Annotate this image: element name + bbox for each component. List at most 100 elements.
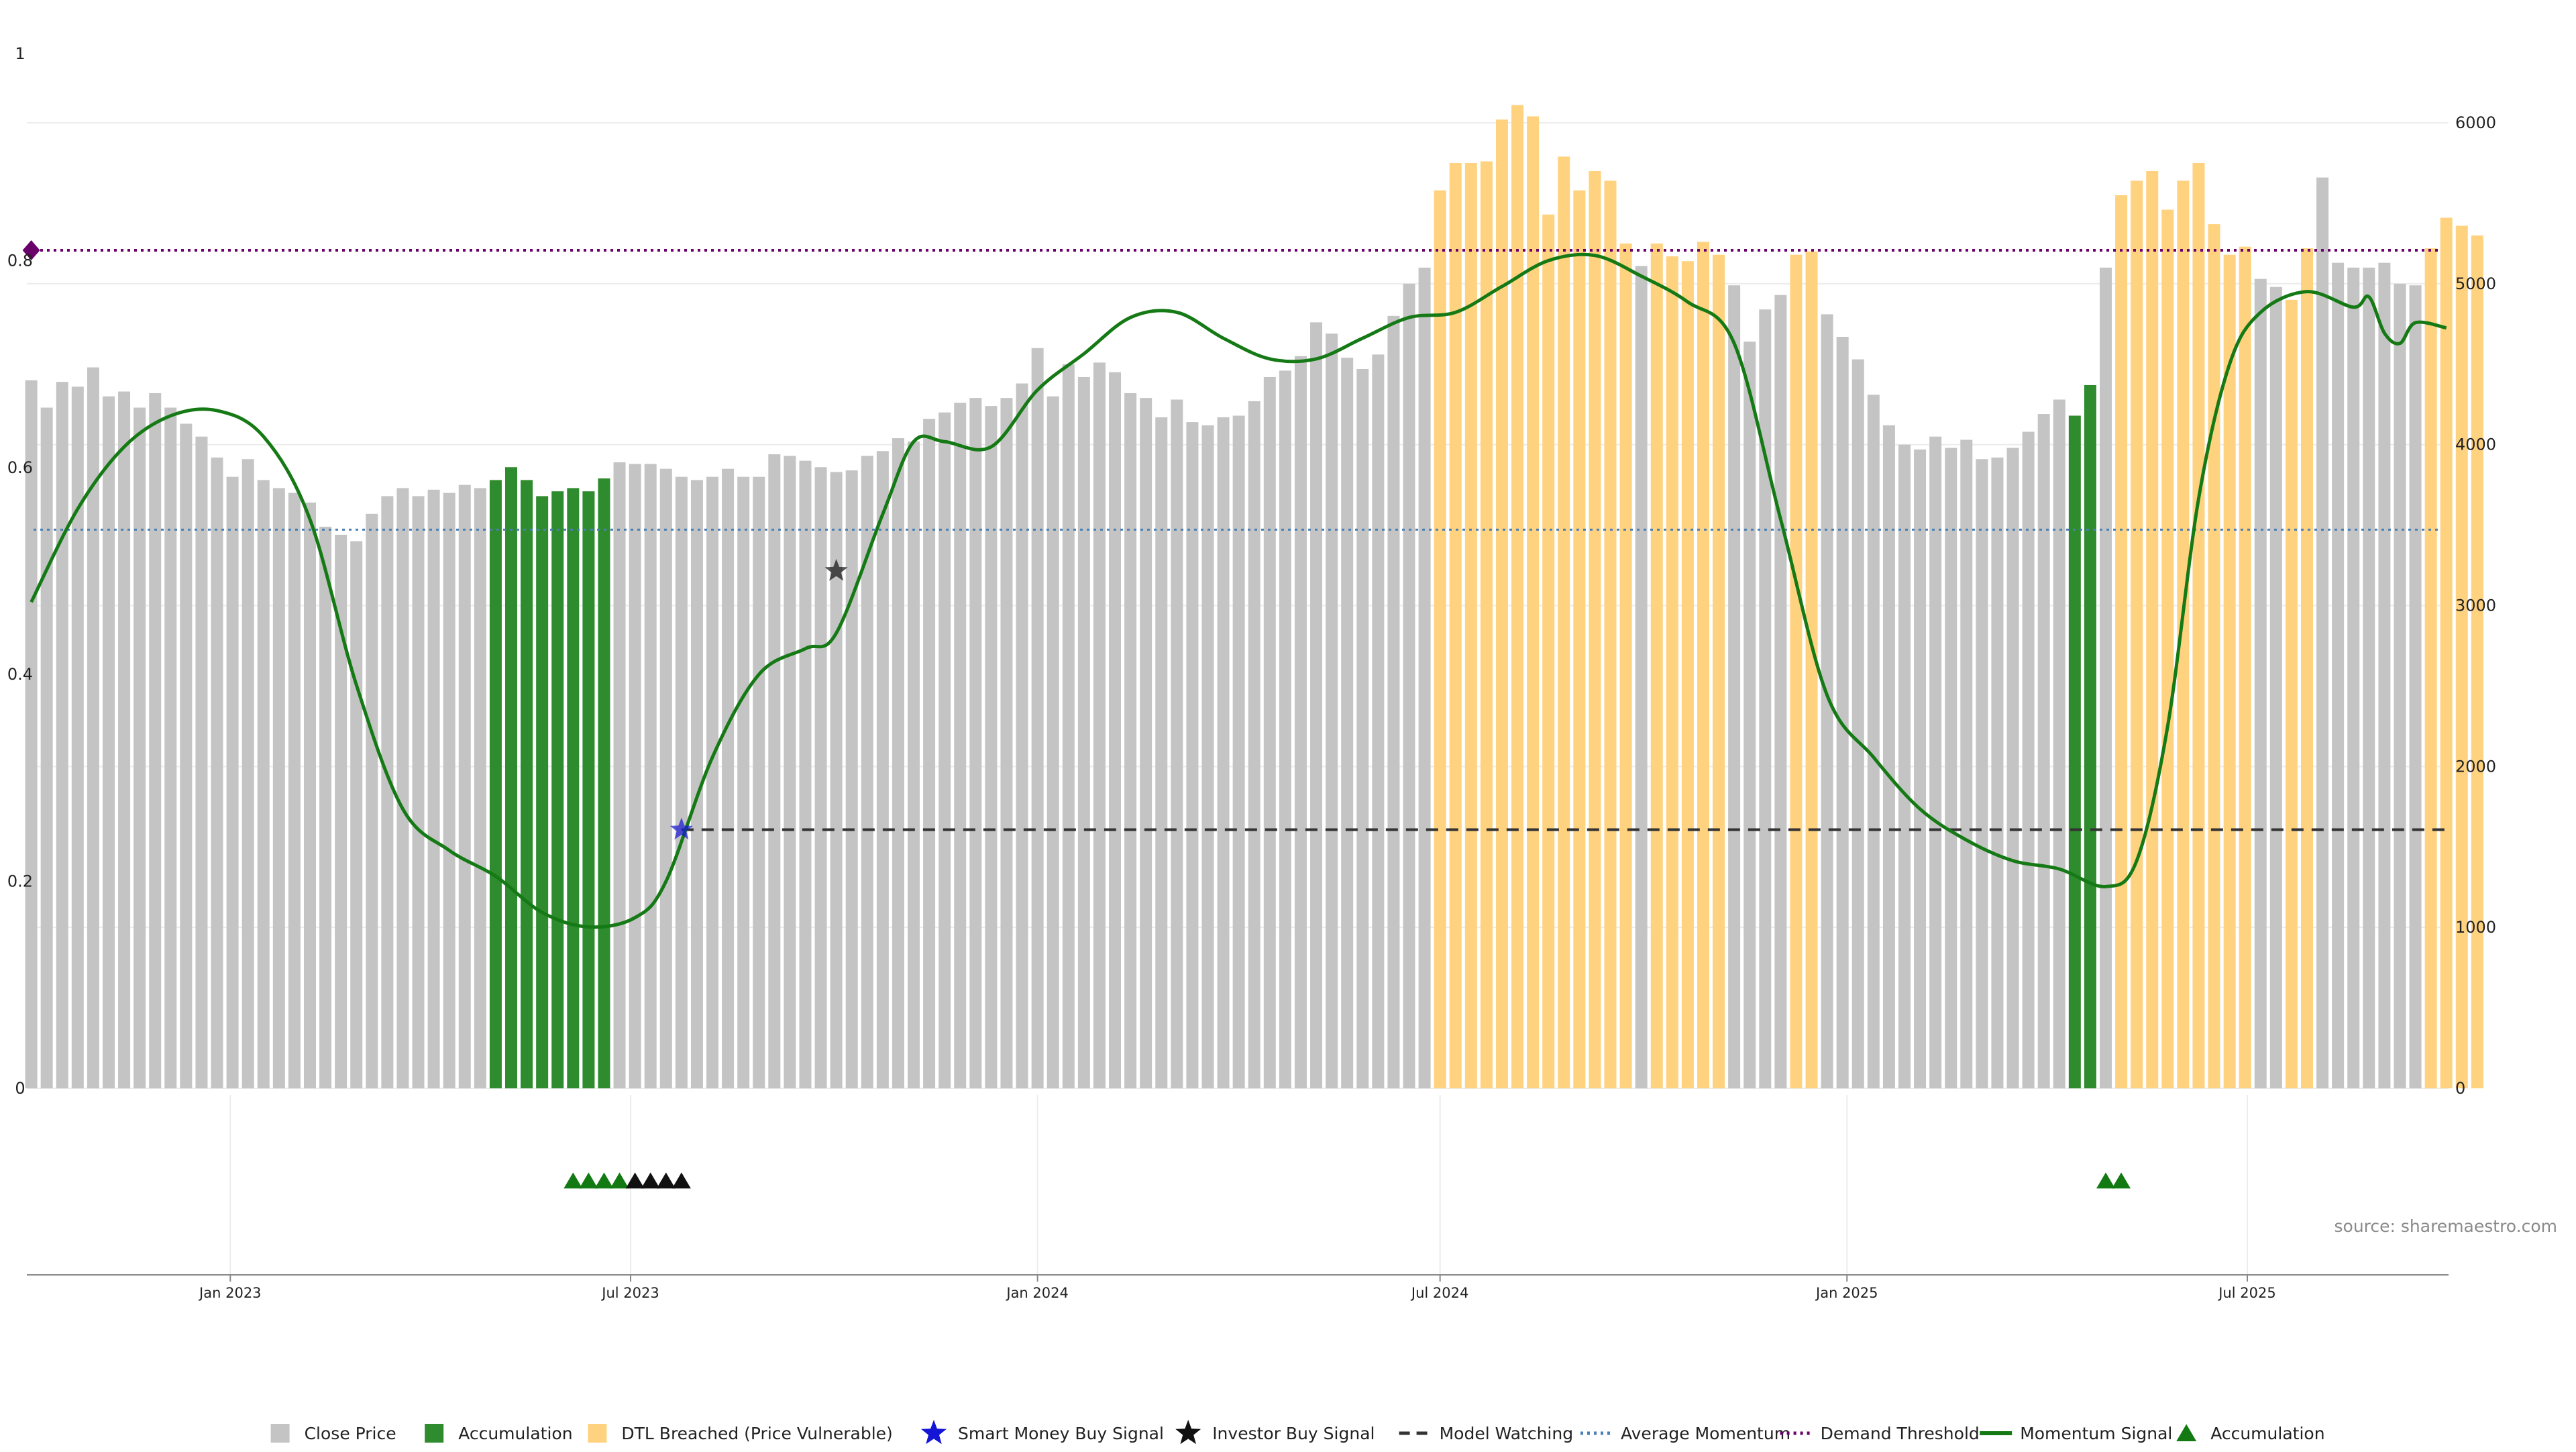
price-bar-dtl [2177, 180, 2190, 1089]
legend-label: Average Momentum [1621, 1424, 1790, 1443]
price-bar-dtl [1604, 180, 1617, 1089]
price-bar-close [1635, 266, 1648, 1088]
price-bar-close [257, 480, 270, 1088]
price-bar-close [25, 380, 38, 1088]
price-bar-close [303, 503, 316, 1088]
price-bar-close [1077, 376, 1090, 1088]
price-bar-accumulation [551, 491, 564, 1088]
price-axis-tick-label: 5000 [2455, 274, 2496, 293]
price-bar-dtl [1681, 261, 1694, 1089]
price-bar-close [722, 468, 735, 1088]
accumulation-marker [641, 1172, 660, 1189]
price-bar-close [381, 496, 394, 1088]
price-bar-close [1898, 444, 1911, 1088]
price-bar-close [149, 393, 162, 1089]
price-bar-close [396, 488, 409, 1088]
price-bar-close [1991, 457, 2004, 1088]
price-bar-dtl [1650, 243, 1663, 1088]
price-bar-close [2394, 283, 2406, 1088]
price-bar-accumulation [582, 491, 595, 1088]
legend-star-icon [1175, 1420, 1201, 1445]
price-bar-close [443, 492, 455, 1088]
price-bar-dtl [2440, 217, 2453, 1088]
price-bar-close [1914, 449, 1927, 1088]
price-bar-close [1124, 393, 1137, 1089]
price-bar-close [845, 470, 858, 1088]
price-bar-dtl [2301, 248, 2314, 1088]
price-bar-close [923, 419, 936, 1088]
price-bar-dtl [2131, 180, 2143, 1089]
legend-label: Momentum Signal [2020, 1424, 2172, 1443]
legend-label: Close Price [305, 1424, 396, 1443]
price-bar-close [2022, 431, 2035, 1088]
price-bar-close [2006, 448, 2019, 1088]
momentum-axis-tick-label: 0.6 [7, 458, 33, 477]
price-bar-dtl [1805, 251, 1818, 1088]
price-bar-dtl [2146, 170, 2159, 1089]
price-bar-dtl [2285, 299, 2298, 1089]
price-bar-close [180, 423, 193, 1088]
price-bar-close [1248, 401, 1260, 1089]
momentum-signal-line [30, 252, 2447, 929]
price-bar-close [784, 456, 796, 1088]
price-bar-accumulation [598, 478, 610, 1088]
legend-label: DTL Breached (Price Vulnerable) [621, 1424, 892, 1443]
price-bar-close [71, 386, 84, 1088]
price-bar-dtl [1480, 161, 1493, 1088]
price-bar-dtl [1527, 116, 1540, 1089]
legend-star-icon [921, 1420, 947, 1445]
legend-swatch [270, 1424, 290, 1443]
price-bar-close [1326, 333, 1338, 1089]
price-bar-dtl [1511, 105, 1524, 1089]
price-bar-close [288, 492, 301, 1088]
price-bar-close [1046, 396, 1059, 1088]
accumulation-marker [672, 1172, 691, 1189]
price-axis-tick-label: 6000 [2455, 113, 2496, 132]
price-bar-close [2254, 278, 2267, 1089]
price-bar-dtl [1449, 162, 1462, 1088]
legend-label: Investor Buy Signal [1212, 1424, 1375, 1443]
accumulation-marker [610, 1172, 629, 1189]
price-bar-close [753, 476, 765, 1088]
price-bar-dtl [1666, 256, 1678, 1089]
price-bar-dtl [1542, 214, 1555, 1089]
price-bar-dtl [2455, 225, 2468, 1088]
price-bar-close [1016, 383, 1028, 1088]
price-bar-close [1155, 417, 1168, 1088]
x-axis-tick-label: Jul 2025 [2217, 1285, 2275, 1301]
price-bar-close [969, 398, 982, 1088]
price-bar-close [768, 454, 781, 1088]
price-bar-close [1976, 459, 1988, 1088]
price-axis-tick-label: 0 [2455, 1079, 2465, 1098]
price-bar-close [1171, 399, 1183, 1088]
x-axis-tick-label: Jul 2024 [1410, 1285, 1468, 1301]
price-bar-close [613, 462, 626, 1088]
price-bar-close [1294, 356, 1307, 1089]
price-bar-close [2409, 285, 2422, 1088]
price-bar-close [1372, 354, 1385, 1088]
price-bar-close [1140, 398, 1152, 1088]
price-bar-close [272, 488, 285, 1088]
price-bar-close [335, 534, 347, 1088]
price-bar-accumulation [2084, 384, 2096, 1088]
price-bar-close [814, 467, 827, 1088]
price-bar-close [40, 407, 53, 1088]
price-axis-tick-label: 1000 [2455, 918, 2496, 937]
price-bar-close [2053, 399, 2065, 1088]
legend: Close Price Accumulation DTL Breached (Pri… [270, 1420, 2325, 1445]
price-bar-close [1821, 314, 1833, 1089]
price-bar-dtl [1697, 242, 1709, 1088]
price-axis-tick-label: 2000 [2455, 757, 2496, 776]
price-bar-close [211, 457, 223, 1088]
momentum-axis-tick-label: 0.8 [7, 251, 33, 270]
price-bar-close [1031, 348, 1044, 1089]
price-bar-close [2363, 267, 2375, 1089]
price-bar-close [1232, 415, 1245, 1088]
price-bar-dtl [2192, 162, 2205, 1088]
price-bar-close [1109, 372, 1122, 1088]
x-axis-tick-label: Jan 2025 [1815, 1285, 1878, 1301]
price-bar-close [675, 476, 688, 1088]
axes: 0 0.2 0.4 0.6 0.8 1 0 1000 2000 3000 4000 5000 6000 J… [7, 44, 2496, 1301]
price-axis-tick-label: 4000 [2455, 435, 2496, 454]
price-bars [25, 105, 2483, 1089]
